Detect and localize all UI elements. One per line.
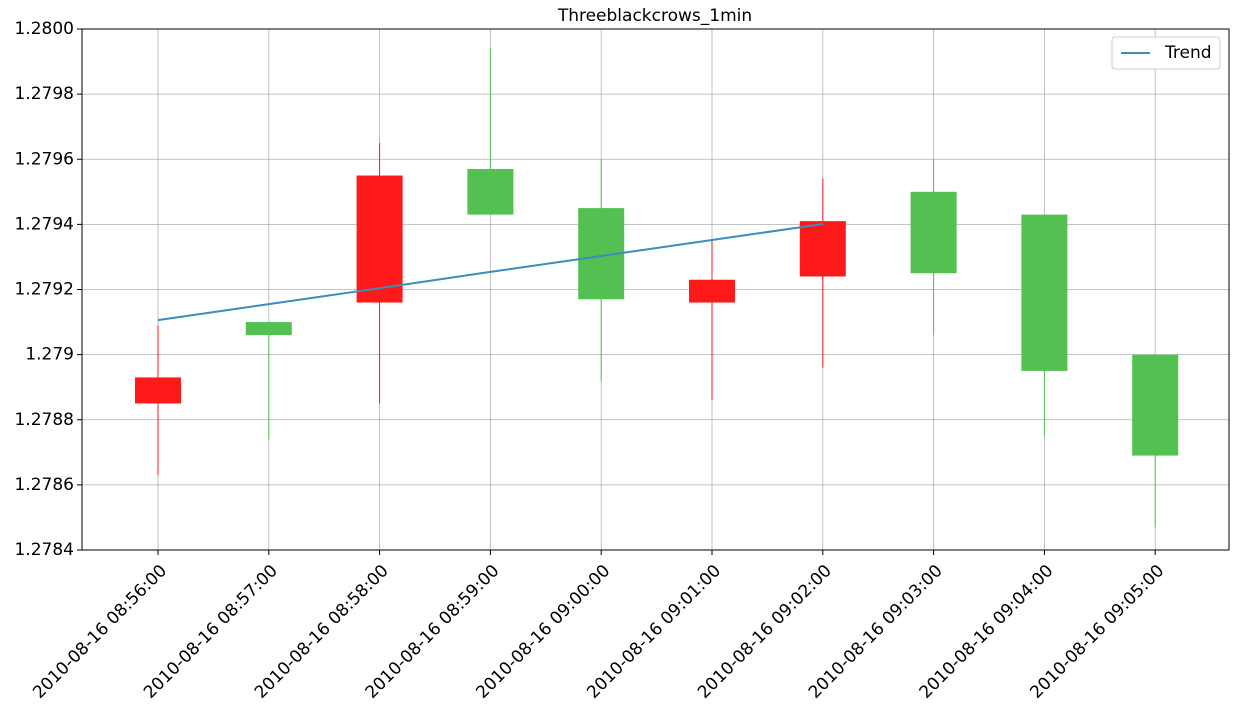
y-tick-label: 1.2792	[15, 280, 74, 300]
legend-label: Trend	[1164, 43, 1212, 63]
candle-body	[910, 191, 957, 274]
y-tick-label: 1.2794	[15, 214, 74, 234]
y-tick-label: 1.2788	[15, 410, 74, 430]
candle-body	[135, 377, 181, 404]
y-tick-label: 1.2786	[15, 475, 74, 495]
y-tick-label: 1.279	[25, 345, 74, 365]
plot-frame	[81, 28, 1230, 551]
y-tick-label: 1.2800	[15, 19, 74, 39]
candle-body	[1132, 354, 1179, 456]
candle-body	[1021, 214, 1068, 371]
candle-body	[467, 169, 514, 215]
candle-body	[245, 322, 292, 336]
chart-title: Threeblackcrows_1min	[557, 6, 752, 26]
legend: Trend	[1111, 36, 1221, 70]
candle-body	[356, 175, 403, 303]
legend-box	[1111, 36, 1221, 70]
y-tick-label: 1.2796	[15, 149, 74, 169]
candle-body	[689, 279, 735, 303]
trend-line	[157, 223, 823, 322]
y-tick-label: 1.2798	[15, 84, 74, 104]
y-tick-label: 1.2784	[15, 540, 74, 560]
candle-body	[799, 221, 846, 277]
